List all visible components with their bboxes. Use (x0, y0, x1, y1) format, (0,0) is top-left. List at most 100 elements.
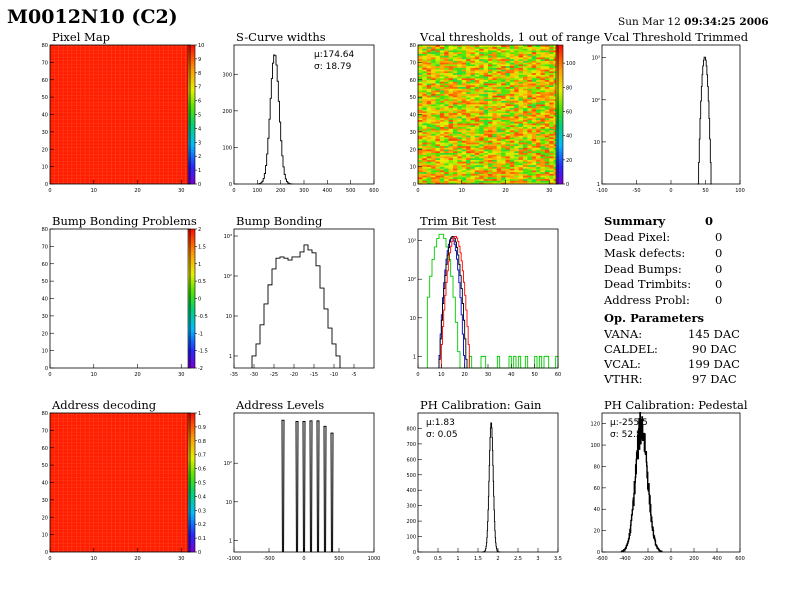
heatmap-cell (466, 60, 471, 63)
colorbar-swatch (188, 286, 195, 290)
heatmap-cell (418, 124, 423, 127)
heatmap-cell (444, 71, 449, 74)
colorbar-swatch (188, 298, 195, 302)
heatmap-cell (426, 157, 432, 160)
heatmap-cell (523, 72, 528, 75)
heatmap-cell (470, 102, 476, 105)
heatmap-cell (474, 147, 480, 150)
heatmap-cell (501, 104, 506, 107)
heatmap-cell (470, 156, 476, 159)
heatmap-cell (439, 111, 445, 114)
colorbar-swatch (188, 545, 195, 548)
plot-frame (417, 228, 559, 369)
heatmap-cell (531, 78, 537, 81)
heatmap-cell (448, 131, 454, 134)
heatmap-cell (544, 105, 550, 108)
heatmap-cell (422, 152, 428, 155)
heatmap-cell (426, 69, 432, 72)
heatmap-cell (523, 124, 528, 127)
heatmap-cell (422, 168, 428, 171)
heatmap-cell (466, 121, 471, 124)
heatmap-cell (466, 109, 471, 112)
colorbar-swatch (556, 167, 563, 171)
heatmap-cell (444, 163, 449, 166)
heatmap-cell (431, 131, 436, 134)
heatmap-cell (466, 102, 471, 105)
heatmap-cell (540, 182, 546, 185)
heatmap-cell (540, 86, 546, 89)
heatmap-cell (474, 182, 480, 185)
heatmap-cell (514, 45, 519, 48)
heatmap-cell (439, 149, 445, 152)
heatmap-cell (488, 147, 493, 150)
heatmap-cell (505, 124, 511, 127)
heatmap-cell (514, 71, 519, 74)
heatmap-cell (549, 45, 554, 48)
heatmap-cell (488, 60, 493, 63)
colorbar-swatch (188, 443, 195, 446)
heatmap-cell (549, 84, 554, 87)
heatmap-cell (479, 157, 484, 160)
summary-label: Dead Bumps: (604, 262, 682, 276)
x-tick-label: 60 (555, 372, 561, 378)
heatmap-cell (470, 180, 476, 183)
colorbar-swatch (188, 549, 195, 553)
heatmap-cell (483, 58, 489, 61)
heatmap-cell (540, 90, 546, 93)
x-tick-label: 0 (416, 188, 419, 194)
heatmap-cell (479, 69, 484, 72)
heatmap-cell (492, 90, 498, 93)
heatmap-cell (536, 157, 541, 160)
colorbar-swatch (556, 105, 563, 108)
heatmap-cell (544, 173, 550, 176)
heatmap-cell (488, 149, 493, 152)
heatmap-cell (457, 69, 463, 72)
heatmap-cell (453, 157, 458, 160)
heatmap-cell (518, 57, 524, 60)
heatmap-cell (431, 170, 436, 173)
heatmap-cell (479, 79, 484, 82)
heatmap-cell (488, 102, 493, 105)
heatmap-cell (457, 71, 463, 74)
heatmap-cell (418, 83, 423, 86)
x-tick-label: 50 (531, 372, 537, 378)
heatmap-cell (444, 170, 449, 173)
heatmap-cell (549, 107, 554, 110)
heatmap-cell (523, 128, 528, 131)
colorbar-swatch (188, 291, 195, 295)
heatmap-cell (501, 71, 506, 74)
heatmap-cell (470, 74, 476, 77)
heatmap-cell (509, 58, 515, 61)
heatmap-cell (461, 100, 467, 103)
y-tick-label: 70 (42, 428, 48, 434)
heatmap-cell (544, 168, 550, 171)
heatmap-cell (501, 90, 506, 93)
heatmap-cell (431, 64, 436, 67)
heatmap-cell (549, 123, 554, 126)
heatmap-cell (426, 60, 432, 63)
heatmap-cell (457, 124, 463, 127)
heatmap-cell (474, 175, 480, 178)
heatmap-cell (435, 182, 441, 185)
heatmap-cell (505, 166, 511, 169)
histogram-series (438, 237, 467, 369)
colorbar-swatch (188, 429, 195, 432)
colorbar-swatch (188, 361, 195, 364)
heatmap-cell (479, 91, 484, 94)
heatmap-cell (496, 142, 502, 145)
heatmap-cell (544, 111, 550, 114)
heatmap-cell (453, 123, 458, 126)
heatmap-cell (439, 112, 445, 115)
heatmap-cell (505, 55, 511, 58)
heatmap-cell (523, 137, 528, 140)
heatmap-cell (444, 93, 449, 96)
heatmap-cell (496, 133, 502, 136)
heatmap-cell (496, 45, 502, 48)
heatmap-cell (505, 135, 511, 138)
heatmap-cell (466, 173, 471, 176)
heatmap-cell (549, 144, 554, 147)
heatmap-cell (514, 104, 519, 107)
heatmap-cell (509, 137, 515, 140)
heatmap-cell (418, 149, 423, 152)
